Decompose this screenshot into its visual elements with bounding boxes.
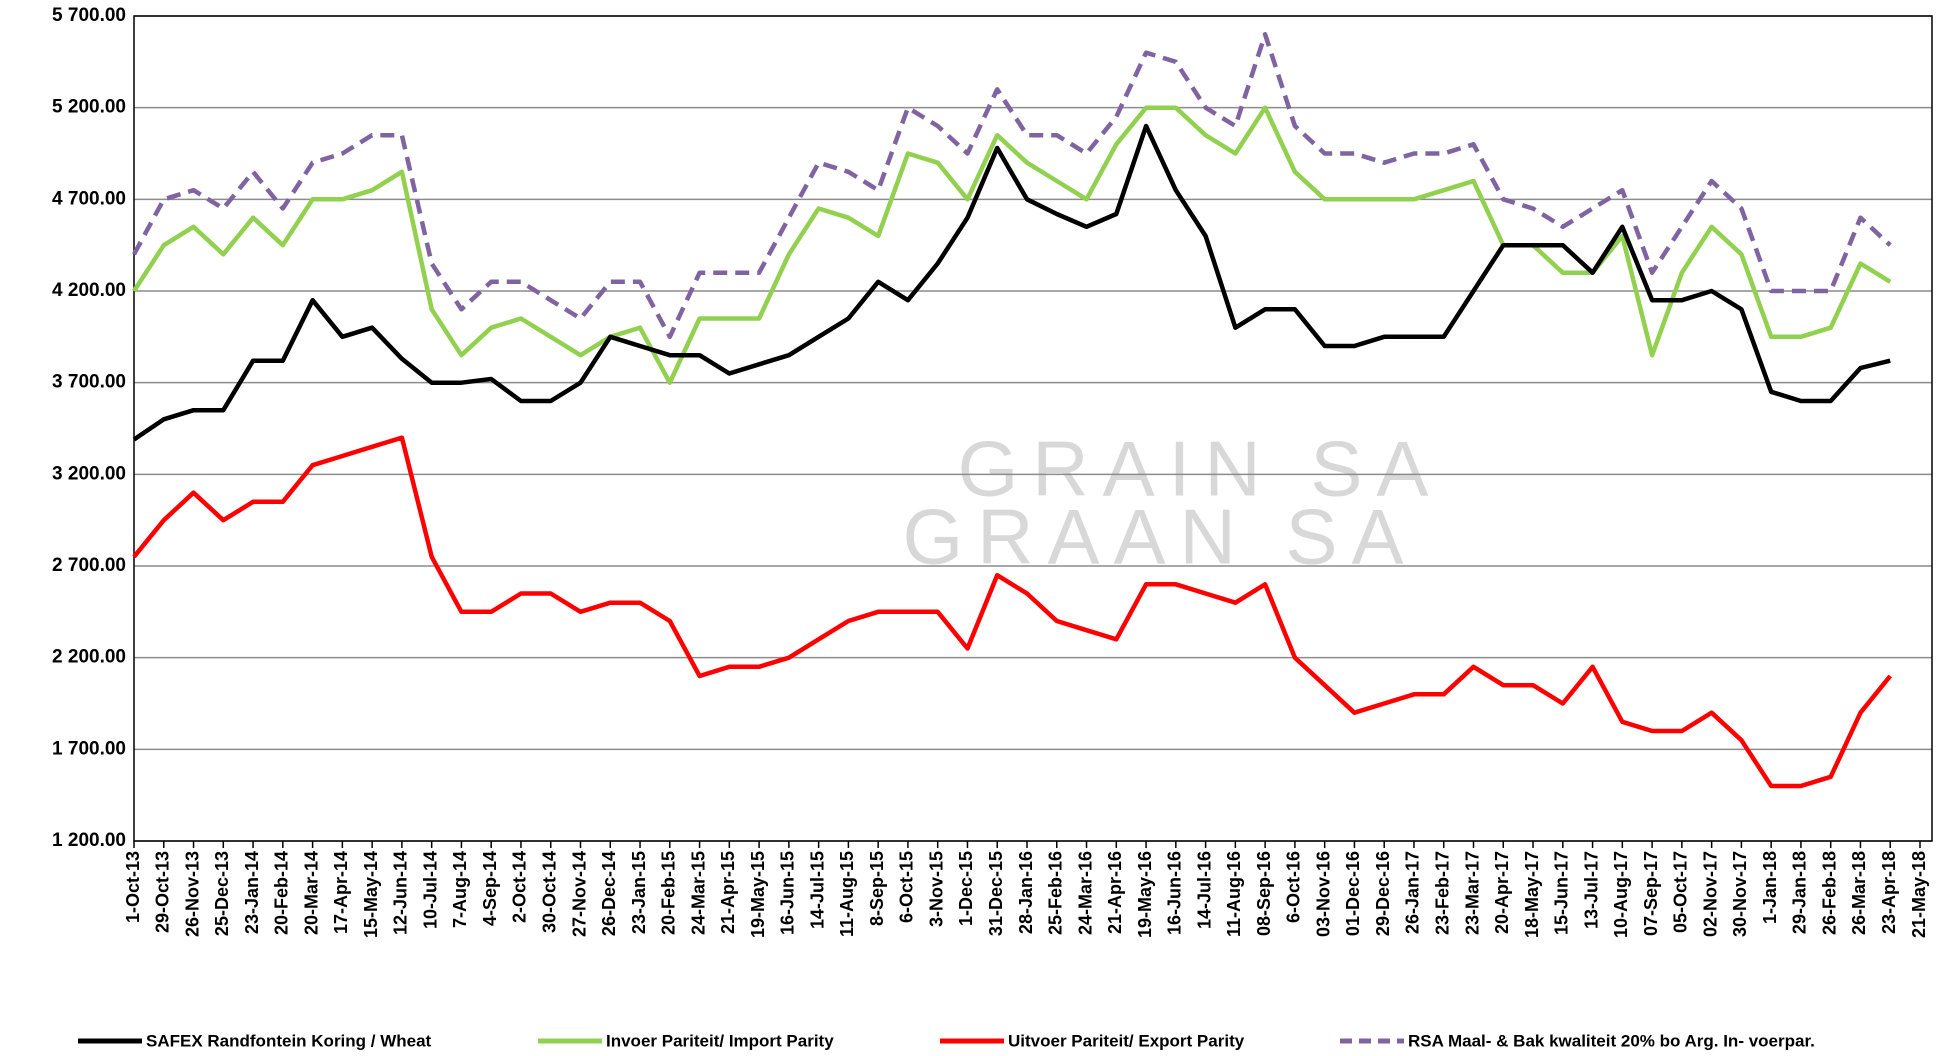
y-tick-label: 5 700.00 — [52, 5, 126, 26]
x-tick-label: 07-Sep-17 — [1641, 851, 1661, 936]
x-tick-label: 26-Feb-18 — [1819, 851, 1839, 935]
x-tick-label: 20-Apr-17 — [1492, 851, 1512, 934]
x-tick-label: 29-Dec-16 — [1373, 851, 1393, 936]
x-tick-label: 1-Jan-18 — [1760, 851, 1780, 924]
y-tick-label: 5 200.00 — [52, 97, 126, 118]
x-tick-label: 20-Mar-14 — [301, 851, 321, 935]
chart: GRAIN SAGRAAN SA1 200.001 700.002 200.00… — [0, 0, 1942, 1056]
x-tick-label: 26-Nov-13 — [182, 851, 202, 937]
x-tick-label: 28-Jan-16 — [1016, 851, 1036, 934]
x-tick-label: 23-Jan-15 — [629, 851, 649, 934]
legend-item: Invoer Pariteit/ Import Parity — [538, 1031, 834, 1050]
x-tick-label: 29-Jan-18 — [1790, 851, 1810, 934]
x-tick-label: 14-Jul-15 — [807, 851, 827, 929]
x-tick-label: 15-May-14 — [361, 851, 381, 938]
x-tick-label: 19-May-15 — [748, 851, 768, 938]
x-tick-label: 6-Oct-16 — [1284, 851, 1304, 923]
x-tick-label: 30-Oct-14 — [539, 851, 559, 933]
x-tick-label: 26-Jan-17 — [1403, 851, 1423, 934]
x-tick-label: 25-Feb-16 — [1046, 851, 1066, 935]
x-tick-label: 15-Jun-17 — [1552, 851, 1572, 935]
x-tick-label: 2-Oct-14 — [510, 851, 530, 923]
x-tick-label: 1-Dec-15 — [956, 851, 976, 926]
x-tick-label: 08-Sep-16 — [1254, 851, 1274, 936]
x-tick-label: 24-Mar-15 — [688, 851, 708, 935]
x-tick-label: 16-Jun-15 — [778, 851, 798, 935]
x-tick-label: 4-Sep-14 — [480, 851, 500, 926]
x-tick-label: 23-Mar-17 — [1462, 851, 1482, 935]
watermark: GRAAN SA — [902, 493, 1417, 581]
x-tick-label: 16-Jun-16 — [1165, 851, 1185, 935]
x-tick-label: 8-Sep-15 — [867, 851, 887, 926]
series-line — [134, 108, 1890, 383]
x-tick-label: 10-Jul-14 — [420, 851, 440, 929]
x-tick-label: 23-Jan-14 — [242, 851, 262, 934]
x-tick-label: 11-Aug-15 — [837, 851, 857, 937]
legend-label: SAFEX Randfontein Koring / Wheat — [146, 1031, 432, 1050]
y-tick-label: 1 200.00 — [52, 830, 126, 851]
x-tick-label: 20-Feb-15 — [659, 851, 679, 935]
x-tick-label: 27-Nov-14 — [569, 851, 589, 937]
x-tick-label: 14-Jul-16 — [1194, 851, 1214, 929]
legend-item: RSA Maal- & Bak kwaliteit 20% bo Arg. In… — [1340, 1031, 1815, 1050]
legend-item: Uitvoer Pariteit/ Export Parity — [940, 1031, 1245, 1050]
x-tick-label: 20-Feb-14 — [272, 851, 292, 935]
y-tick-label: 3 200.00 — [52, 463, 126, 484]
x-tick-label: 26-Mar-18 — [1849, 851, 1869, 935]
x-tick-label: 01-Dec-16 — [1343, 851, 1363, 936]
x-tick-label: 23-Feb-17 — [1432, 851, 1452, 935]
x-tick-label: 17-Apr-14 — [331, 851, 351, 934]
x-tick-label: 05-Oct-17 — [1671, 851, 1691, 933]
x-tick-label: 11-Aug-16 — [1224, 851, 1244, 937]
y-tick-label: 1 700.00 — [52, 738, 126, 759]
y-tick-label: 4 200.00 — [52, 280, 126, 301]
x-tick-label: 31-Dec-15 — [986, 851, 1006, 936]
x-tick-label: 02-Nov-17 — [1700, 851, 1720, 937]
y-tick-label: 2 700.00 — [52, 555, 126, 576]
legend-item: SAFEX Randfontein Koring / Wheat — [78, 1031, 432, 1050]
x-tick-label: 23-Apr-18 — [1879, 851, 1899, 934]
x-tick-label: 18-May-17 — [1522, 851, 1542, 938]
x-tick-label: 12-Jun-14 — [391, 851, 411, 935]
x-tick-label: 03-Nov-16 — [1313, 851, 1333, 937]
x-tick-label: 24-Mar-16 — [1075, 851, 1095, 935]
legend-label: Invoer Pariteit/ Import Parity — [606, 1031, 834, 1050]
x-tick-label: 29-Oct-13 — [153, 851, 173, 933]
x-tick-label: 7-Aug-14 — [450, 851, 470, 928]
x-tick-label: 10-Aug-17 — [1611, 851, 1631, 938]
x-tick-label: 19-May-16 — [1135, 851, 1155, 938]
x-tick-label: 21-May-18 — [1909, 851, 1929, 938]
y-tick-label: 2 200.00 — [52, 647, 126, 668]
x-tick-label: 3-Nov-15 — [926, 851, 946, 927]
legend-label: RSA Maal- & Bak kwaliteit 20% bo Arg. In… — [1408, 1031, 1815, 1050]
x-tick-label: 6-Oct-15 — [897, 851, 917, 923]
x-tick-label: 1-Oct-13 — [123, 851, 143, 923]
x-tick-label: 21-Apr-16 — [1105, 851, 1125, 934]
y-tick-label: 3 700.00 — [52, 372, 126, 393]
x-tick-label: 26-Dec-14 — [599, 851, 619, 936]
x-tick-label: 25-Dec-13 — [212, 851, 232, 936]
x-tick-label: 30-Nov-17 — [1730, 851, 1750, 937]
legend-label: Uitvoer Pariteit/ Export Parity — [1008, 1031, 1245, 1050]
x-tick-label: 21-Apr-15 — [718, 851, 738, 934]
x-tick-label: 13-Jul-17 — [1581, 851, 1601, 929]
y-tick-label: 4 700.00 — [52, 188, 126, 209]
